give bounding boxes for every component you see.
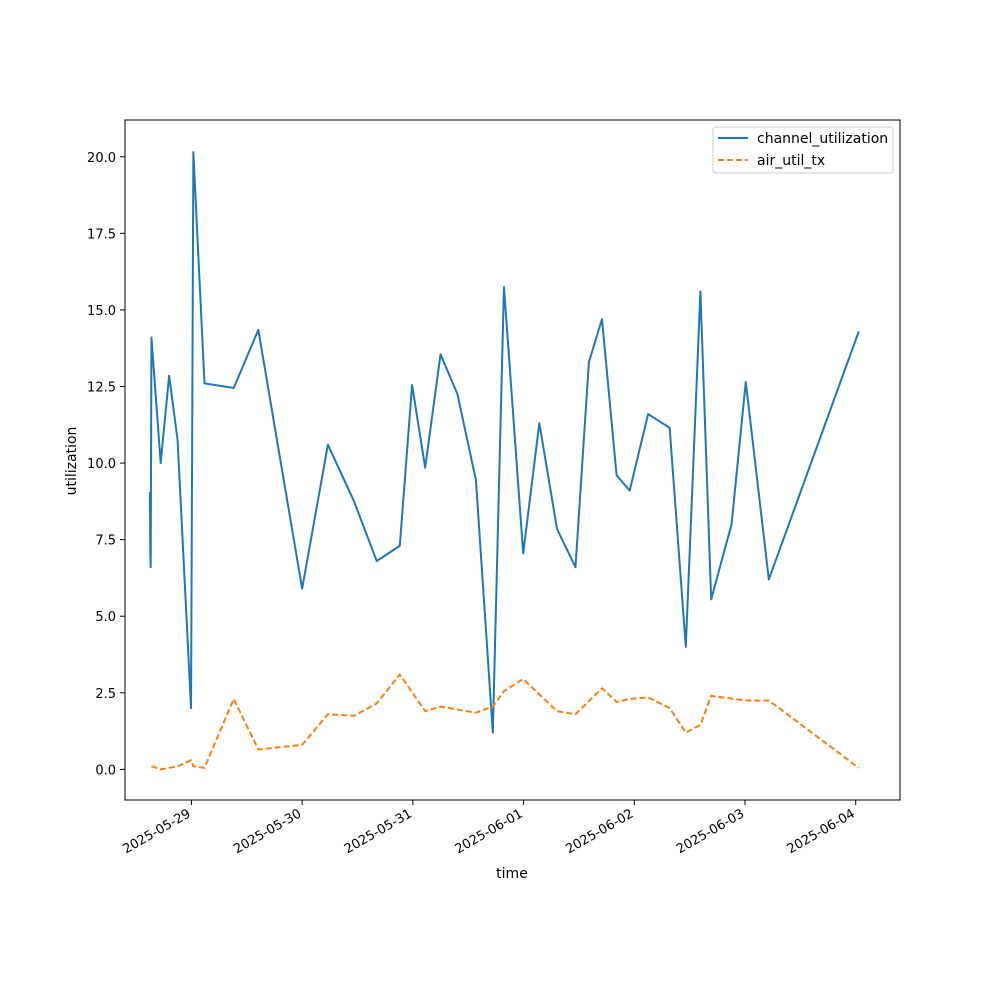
y-tick-label: 20.0 bbox=[87, 151, 116, 166]
legend-box bbox=[712, 126, 894, 174]
legend-label-air-util-tx: air_util_tx bbox=[757, 153, 825, 169]
plot-area bbox=[148, 151, 860, 771]
legend-label-channel-utilization: channel_utilization bbox=[757, 131, 888, 147]
y-tick-label: 2.5 bbox=[95, 687, 116, 702]
x-axis-label: time bbox=[496, 866, 528, 882]
y-tick-label: 7.5 bbox=[95, 534, 116, 549]
y-tick-label: 12.5 bbox=[87, 380, 116, 395]
series-line-air-util-tx bbox=[151, 673, 860, 771]
legend: channel_utilization air_util_tx bbox=[712, 126, 894, 174]
y-tick-label: 15.0 bbox=[87, 304, 116, 319]
y-tick-label: 0.0 bbox=[95, 763, 116, 778]
series-line-channel-utilization bbox=[148, 151, 860, 734]
y-axis-ticks: 0.0 2.5 5.0 7.5 10.0 12.5 15.0 17.5 20.0 bbox=[87, 151, 125, 778]
y-axis-label: utilization bbox=[64, 427, 80, 496]
y-tick-label: 17.5 bbox=[87, 227, 116, 242]
y-tick-label: 5.0 bbox=[95, 610, 116, 625]
plot-frame bbox=[124, 119, 901, 801]
y-tick-label: 10.0 bbox=[87, 457, 116, 472]
